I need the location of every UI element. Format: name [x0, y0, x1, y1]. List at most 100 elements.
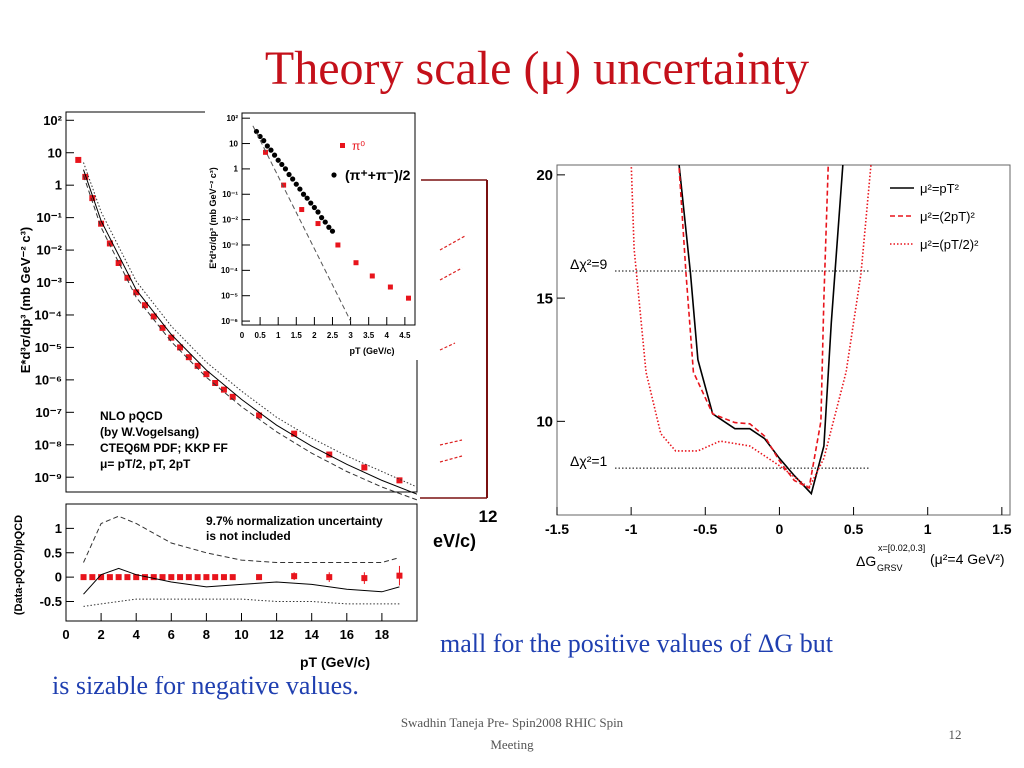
data-point [124, 574, 131, 581]
data-point [212, 574, 219, 581]
data-point [177, 574, 184, 581]
x-tick-label: 0.5 [255, 331, 267, 340]
y-tick-label: 20 [536, 167, 553, 184]
annotation: is not included [206, 529, 291, 543]
y-tick-label: 10² [226, 114, 238, 123]
data-point [150, 313, 157, 320]
x-tick-label: 16 [340, 627, 354, 642]
data-point [185, 354, 192, 361]
footer: Swadhin Taneja Pre- Spin2008 RHIC Spin [401, 715, 624, 730]
y-tick-label: 1 [55, 178, 62, 193]
x-tick-label: 12 [269, 627, 283, 642]
data-point [281, 182, 287, 188]
data-point [286, 171, 292, 178]
data-point [185, 574, 192, 581]
data-point [98, 220, 105, 227]
x-tick-label: 4.5 [399, 331, 411, 340]
x-tick-label: 0 [62, 627, 69, 642]
data-point [203, 371, 210, 378]
annotation: NLO pQCD [100, 409, 163, 423]
legend-label: μ²=pT² [920, 181, 960, 196]
data-point [293, 181, 299, 187]
data-point [326, 224, 332, 230]
x-axis-label: GRSV [877, 563, 903, 573]
fragment-curves [439, 235, 466, 463]
data-point [308, 200, 314, 206]
data-point [261, 138, 267, 144]
inset-panel [205, 106, 421, 360]
y-tick-label: 0.5 [44, 545, 62, 560]
data-point [304, 195, 310, 201]
y-tick-label: 10⁻⁴ [221, 266, 238, 275]
y-tick-label: -0.5 [40, 594, 62, 609]
curve [678, 165, 830, 490]
y-axis-label: E*d³σ/dp³ (mb GeV⁻² c³) [208, 167, 218, 268]
data-point [311, 204, 317, 211]
data-point [369, 273, 375, 279]
data-point [326, 451, 333, 458]
data-point [133, 289, 140, 296]
y-tick-label: 10 [48, 145, 62, 160]
data-point [220, 574, 227, 581]
data-point [319, 215, 325, 221]
title: Theory scale (μ) uncertainty [265, 42, 809, 95]
y-tick-label: 10⁻⁶ [35, 372, 62, 387]
x-tick-label: -1.5 [545, 521, 569, 537]
y-tick-label: 10² [43, 113, 62, 128]
x-tick-label: 14 [304, 627, 319, 642]
reference-label: Δχ²=1 [570, 453, 608, 469]
data-point [279, 161, 285, 168]
data-point [106, 574, 113, 581]
legend-swatch [340, 143, 345, 148]
data-point [322, 219, 328, 225]
x-tick-label: -0.5 [693, 521, 717, 537]
data-point [315, 209, 321, 215]
x-tick-label: 18 [375, 627, 389, 642]
data-point [361, 575, 368, 582]
y-tick-label: 10 [536, 414, 553, 431]
x-axis-label: x=[0.02,0.3] [878, 543, 925, 553]
data-point [315, 221, 321, 227]
y-tick-label: 10⁻⁹ [35, 470, 63, 485]
data-point [263, 149, 269, 155]
data-point [115, 574, 122, 581]
curve [678, 165, 844, 496]
curve [83, 175, 418, 501]
legend-label: (π⁺+π⁻)/2 [345, 167, 411, 183]
x-tick-label: -1 [625, 521, 638, 537]
legend-label: π⁰ [352, 139, 365, 153]
x-tick-label: 0 [776, 521, 784, 537]
y-tick-label: 10⁻⁷ [35, 405, 62, 420]
x-tick-label: 1.5 [992, 521, 1012, 537]
curve [83, 567, 400, 595]
data-point [256, 412, 263, 419]
y-axis-label: (Data-pQCD)/pQCD [13, 515, 25, 615]
data-point [212, 380, 219, 387]
data-point [291, 430, 298, 437]
y-tick-label: 10⁻¹ [36, 210, 62, 225]
data-point [98, 574, 105, 581]
curve [83, 169, 418, 495]
body-text: mall for the positive values of ΔG but [440, 629, 834, 658]
data-point [329, 228, 336, 234]
y-tick-label: 10⁻² [36, 243, 62, 258]
data-point [80, 574, 87, 581]
data-point [300, 191, 307, 197]
x-tick-label: 2 [97, 627, 104, 642]
ratio-plot: (Data-pQCD)/pQCD 9.7% normalization unce… [13, 503, 418, 670]
data-point [203, 574, 210, 581]
plot-frame [556, 164, 1011, 516]
data-point [89, 195, 96, 202]
curve [83, 515, 400, 563]
x-tick-label: 1 [924, 521, 932, 537]
y-tick-label: 10⁻⁵ [221, 292, 238, 301]
x-axis-label: ΔG [856, 553, 876, 569]
data-point [229, 574, 236, 581]
legend-label: μ²=(2pT)² [920, 209, 975, 224]
data-point [141, 302, 148, 309]
x-axis-label: pT (GeV/c) [300, 654, 370, 670]
y-tick-label: 10⁻² [222, 215, 238, 224]
x-axis-label: pT (GeV/c) [349, 346, 394, 356]
